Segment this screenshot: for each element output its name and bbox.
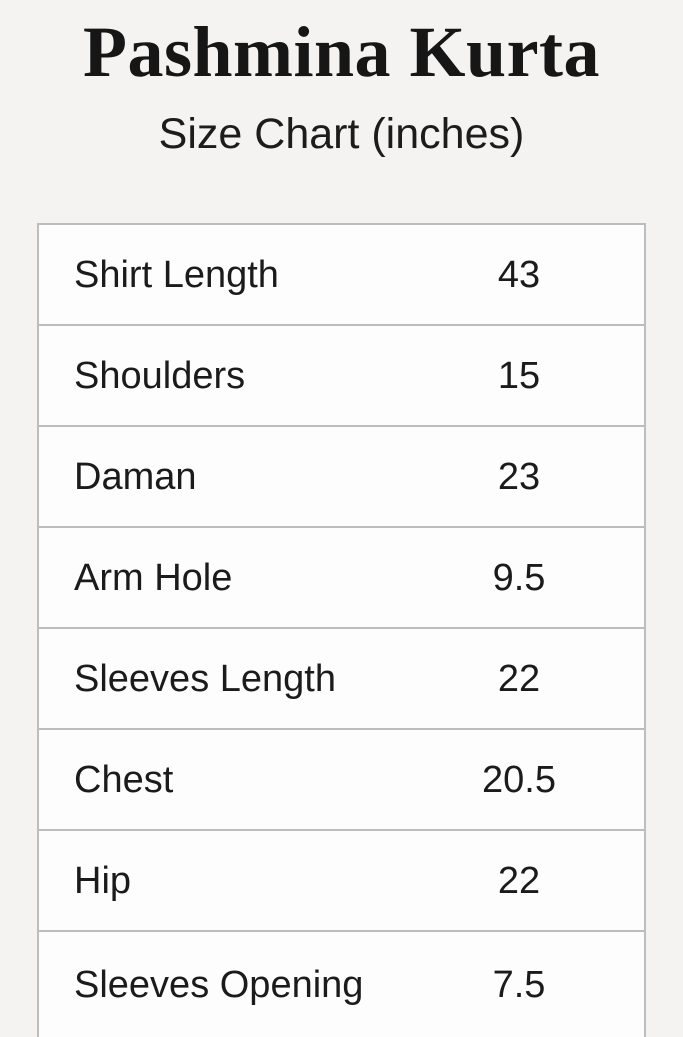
table-row: Shirt Length 43 [39,225,644,326]
measurement-label: Daman [74,455,197,498]
measurement-label: Sleeves Length [74,657,336,700]
measurement-value: 20.5 [482,758,556,801]
table-row: Shoulders 15 [39,326,644,427]
table-row: Arm Hole 9.5 [39,528,644,629]
measurement-label: Shoulders [74,354,246,397]
measurement-label: Sleeves Opening [74,963,364,1006]
measurement-label: Chest [74,758,174,801]
table-row: Hip 22 [39,831,644,932]
table-row: Sleeves Length 22 [39,629,644,730]
header: Pashmina Kurta Size Chart (inches) [0,0,683,156]
page-title: Pashmina Kurta [82,12,601,92]
measurement-label: Arm Hole [74,556,233,599]
measurement-value: 15 [497,354,541,397]
measurement-label: Shirt Length [74,253,279,296]
table-row: Chest 20.5 [39,730,644,831]
measurement-value: 43 [497,253,541,296]
measurement-label: Hip [74,859,132,902]
page-subtitle: Size Chart (inches) [158,110,525,158]
measurement-value: 7.5 [492,963,546,1006]
measurement-value: 23 [497,455,541,498]
measurement-value: 9.5 [492,556,546,599]
measurement-value: 22 [497,657,541,700]
table-row: Daman 23 [39,427,644,528]
measurement-value: 22 [497,859,541,902]
size-chart-table: Shirt Length 43 Shoulders 15 Daman 23 Ar… [37,223,646,1037]
table-row: Sleeves Opening 7.5 [39,932,644,1037]
